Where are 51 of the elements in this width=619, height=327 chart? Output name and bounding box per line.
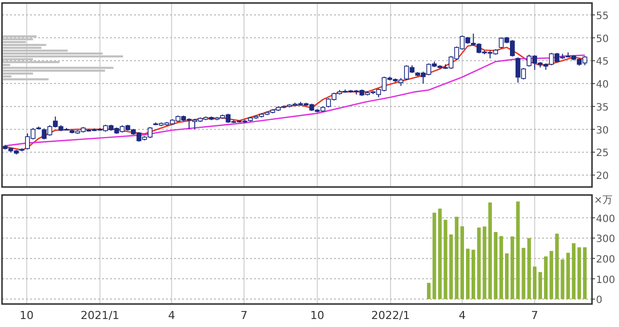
- y-tick-label: 300: [596, 234, 616, 246]
- bar: [482, 226, 486, 300]
- x-tick-label: 10: [310, 309, 324, 322]
- x-tick-label: 7: [240, 309, 248, 322]
- bar: [550, 250, 554, 300]
- bar: [532, 266, 536, 300]
- bar: [3, 44, 46, 46]
- bar: [460, 226, 464, 300]
- bar: [438, 208, 442, 300]
- y-tick-label: 400: [596, 214, 616, 225]
- bar: [444, 220, 448, 300]
- y-tick-label: 200: [596, 254, 616, 266]
- y-tick-label: 35: [596, 102, 609, 114]
- bar: [572, 243, 576, 300]
- bar: [472, 250, 476, 300]
- bar: [510, 236, 514, 300]
- bar: [488, 202, 492, 300]
- y-tick-label: 25: [596, 148, 609, 160]
- y-tick-label: 30: [596, 125, 609, 136]
- y-tick-label: 40: [596, 80, 609, 91]
- bar: [477, 228, 481, 300]
- y-tick-label: 50: [596, 34, 609, 45]
- bar: [577, 247, 582, 300]
- bar: [583, 247, 587, 300]
- bar: [527, 238, 531, 300]
- x-tick-label: 4: [168, 309, 176, 322]
- x-tick-label: 2021/1: [80, 309, 120, 322]
- bar: [538, 272, 542, 300]
- bar: [449, 234, 453, 300]
- bar: [494, 232, 498, 300]
- x-tick-label: 4: [458, 309, 466, 322]
- x-tick-label: 2022/1: [371, 309, 410, 322]
- y-tick-label: 45: [596, 56, 609, 68]
- bar: [426, 282, 431, 300]
- bar: [466, 248, 470, 300]
- y-tick-label: 0: [596, 295, 602, 306]
- x-tick-label: 7: [531, 309, 538, 322]
- bar: [3, 66, 114, 69]
- y-tick-label: 55: [596, 10, 609, 22]
- bar: [432, 212, 436, 300]
- bar: [454, 216, 458, 300]
- bar: [544, 256, 548, 300]
- bar: [499, 236, 504, 300]
- x-tick-label: 10: [20, 309, 34, 322]
- y-tick-label: 100: [596, 274, 616, 286]
- bar: [3, 55, 123, 58]
- bar: [505, 253, 509, 300]
- bar: [566, 252, 570, 300]
- y-axis-title: ×万: [594, 195, 612, 206]
- y-tick-label: 20: [596, 171, 609, 182]
- bar: [3, 78, 49, 80]
